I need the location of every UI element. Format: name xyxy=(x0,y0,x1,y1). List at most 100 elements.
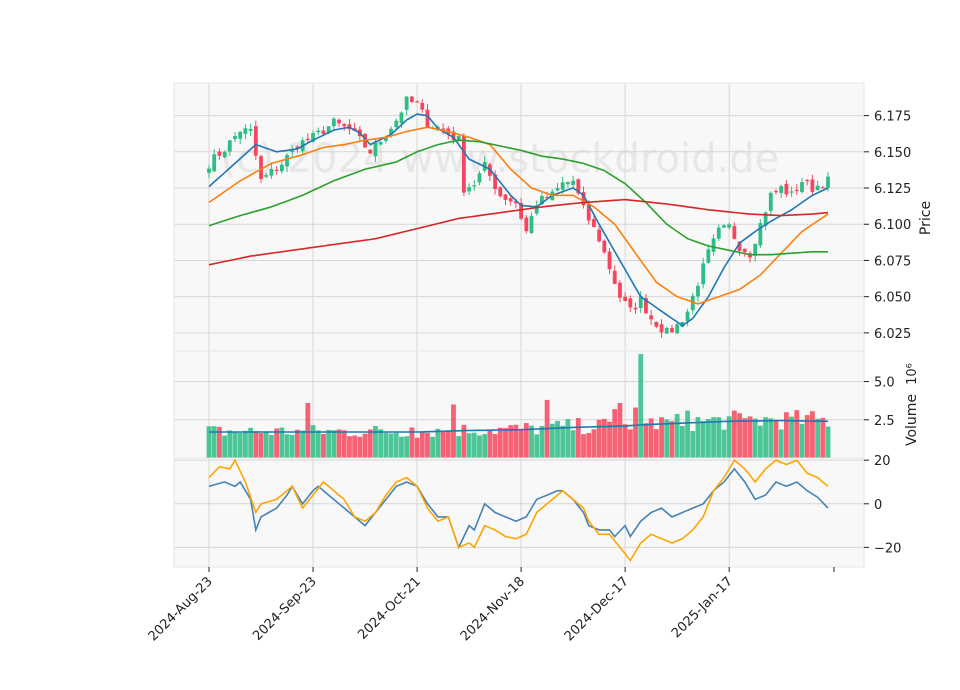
volume-bar xyxy=(295,429,300,458)
candle-body xyxy=(784,183,789,195)
volume-bar xyxy=(227,430,233,458)
candle-body xyxy=(566,182,570,185)
x-tick-label: 2024-Aug-23 xyxy=(146,574,216,644)
candle-body xyxy=(737,241,742,251)
candle-body xyxy=(259,156,263,179)
y-tick-label: 6.025 xyxy=(874,327,911,342)
candle-body xyxy=(794,189,799,192)
volume-bar xyxy=(243,430,248,458)
volume-bar xyxy=(258,433,264,458)
candle-body xyxy=(321,130,326,134)
volume-bar xyxy=(529,425,534,458)
candle-body xyxy=(513,201,518,204)
volume-bar xyxy=(399,436,404,458)
candle-body xyxy=(810,179,815,192)
candle-body xyxy=(659,324,664,333)
candle-body xyxy=(706,249,711,263)
volume-bar xyxy=(456,436,462,458)
candle-body xyxy=(675,324,680,334)
x-tick-label: 2024-Nov-18 xyxy=(458,574,528,644)
candle-body xyxy=(576,179,581,194)
volume-bar xyxy=(633,407,638,458)
volume-bar xyxy=(305,402,311,458)
candle-body xyxy=(425,109,430,128)
volume-bar xyxy=(804,415,810,458)
volume-bar xyxy=(664,419,670,458)
volume-average-line xyxy=(209,419,829,433)
volume-bar xyxy=(601,418,607,458)
candle-body xyxy=(472,185,477,187)
volume-bar xyxy=(497,427,503,458)
candle-body xyxy=(326,126,331,133)
candle-body xyxy=(524,217,529,232)
candle-body xyxy=(685,311,690,322)
candle-body xyxy=(654,321,659,327)
volume-bar xyxy=(404,436,410,458)
candle-body xyxy=(508,198,513,202)
candle-body xyxy=(389,128,393,135)
candle-body xyxy=(753,243,758,256)
candle-body xyxy=(456,136,461,140)
ma-line xyxy=(208,139,828,256)
candle-body xyxy=(243,128,248,134)
volume-bar xyxy=(747,416,753,458)
candle-body xyxy=(238,131,243,139)
oscillator-line xyxy=(208,458,829,562)
volume-bar xyxy=(622,424,628,458)
candle-body xyxy=(649,315,654,320)
volume-bar xyxy=(430,436,436,458)
volume-bar xyxy=(477,435,482,458)
x-tick-label: 2025-Jan-17 xyxy=(669,574,736,641)
candle-body xyxy=(540,195,544,205)
volume-bar xyxy=(414,437,420,458)
candle-body xyxy=(519,202,524,219)
volume-bar xyxy=(596,419,602,458)
price-panel xyxy=(174,83,864,351)
volume-bar xyxy=(726,416,732,458)
volume-bar xyxy=(315,430,321,458)
volume-bar xyxy=(716,417,722,458)
volume-bar xyxy=(627,429,633,458)
watermark: (c) 2024 www.stockdroid.de xyxy=(221,136,779,182)
volume-bar xyxy=(768,418,774,458)
candle-body xyxy=(409,96,414,102)
y-axis-ticks: 6.025 6.050 6.075 6.100 6.125 6.150 6.175 2.5 5.… xyxy=(864,110,911,556)
candle-body xyxy=(628,298,633,308)
candle-body xyxy=(420,102,425,110)
candle-body xyxy=(571,180,576,185)
volume-bar xyxy=(711,417,716,458)
y-tick-label: 5.0 xyxy=(874,376,895,391)
candle-body xyxy=(248,128,253,131)
candle-body xyxy=(800,182,804,192)
volume-bar xyxy=(586,432,592,458)
candle-body xyxy=(498,187,503,197)
candle-body xyxy=(331,118,336,127)
volume-bar xyxy=(695,417,701,458)
volume-bar xyxy=(232,431,238,458)
candle-body xyxy=(368,149,373,154)
candle-body xyxy=(316,130,321,133)
volume-bar xyxy=(508,425,514,458)
candle-body xyxy=(305,138,310,141)
volume-bar xyxy=(347,436,352,458)
candle-body xyxy=(680,322,685,327)
candle-body xyxy=(789,191,794,193)
volume-bar xyxy=(357,436,363,458)
candle-body xyxy=(227,140,232,152)
volume-bar xyxy=(492,434,498,458)
y-tick-label: 6.125 xyxy=(874,182,911,197)
candle-body xyxy=(638,296,643,308)
volume-bar xyxy=(300,430,306,458)
x-tick-label: 2024-Oct-21 xyxy=(355,574,423,642)
volume-bar xyxy=(341,430,347,458)
candle-body xyxy=(633,307,638,310)
candle-body xyxy=(477,173,482,183)
candle-body xyxy=(441,128,445,130)
candle-body xyxy=(664,327,669,334)
volume-bar xyxy=(362,433,368,458)
candle-body xyxy=(337,119,341,124)
price-axis-label: Price xyxy=(918,201,934,235)
candle-body xyxy=(342,123,347,127)
volume-bar xyxy=(783,412,789,458)
volume-bar xyxy=(352,435,358,458)
